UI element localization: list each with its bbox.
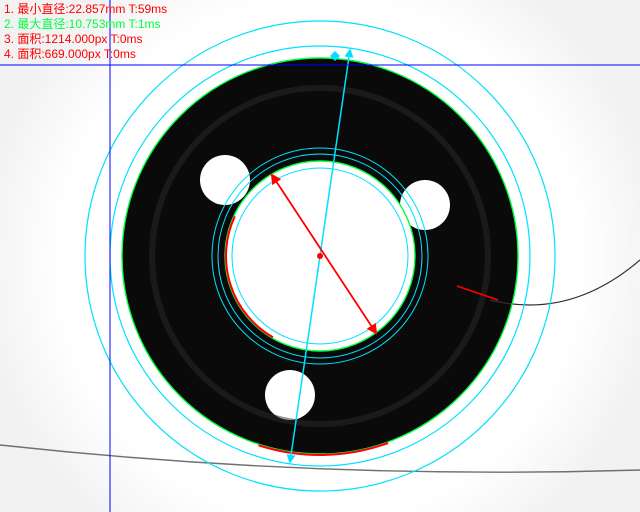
legend-row-3: 3. 面积:1214.000px T:0ms	[4, 32, 167, 47]
measurement-overlay	[0, 0, 640, 512]
legend-row-1: 1. 最小直径:22.857mm T:59ms	[4, 2, 167, 17]
legend-row-2: 2. 最大直径:10.753mm T:1ms	[4, 17, 167, 32]
legend-row-4: 4. 面积:669.000px T:0ms	[4, 47, 167, 62]
measurement-legend: 1. 最小直径:22.857mm T:59ms2. 最大直径:10.753mm …	[4, 2, 167, 62]
vision-canvas: 1. 最小直径:22.857mm T:59ms2. 最大直径:10.753mm …	[0, 0, 640, 512]
